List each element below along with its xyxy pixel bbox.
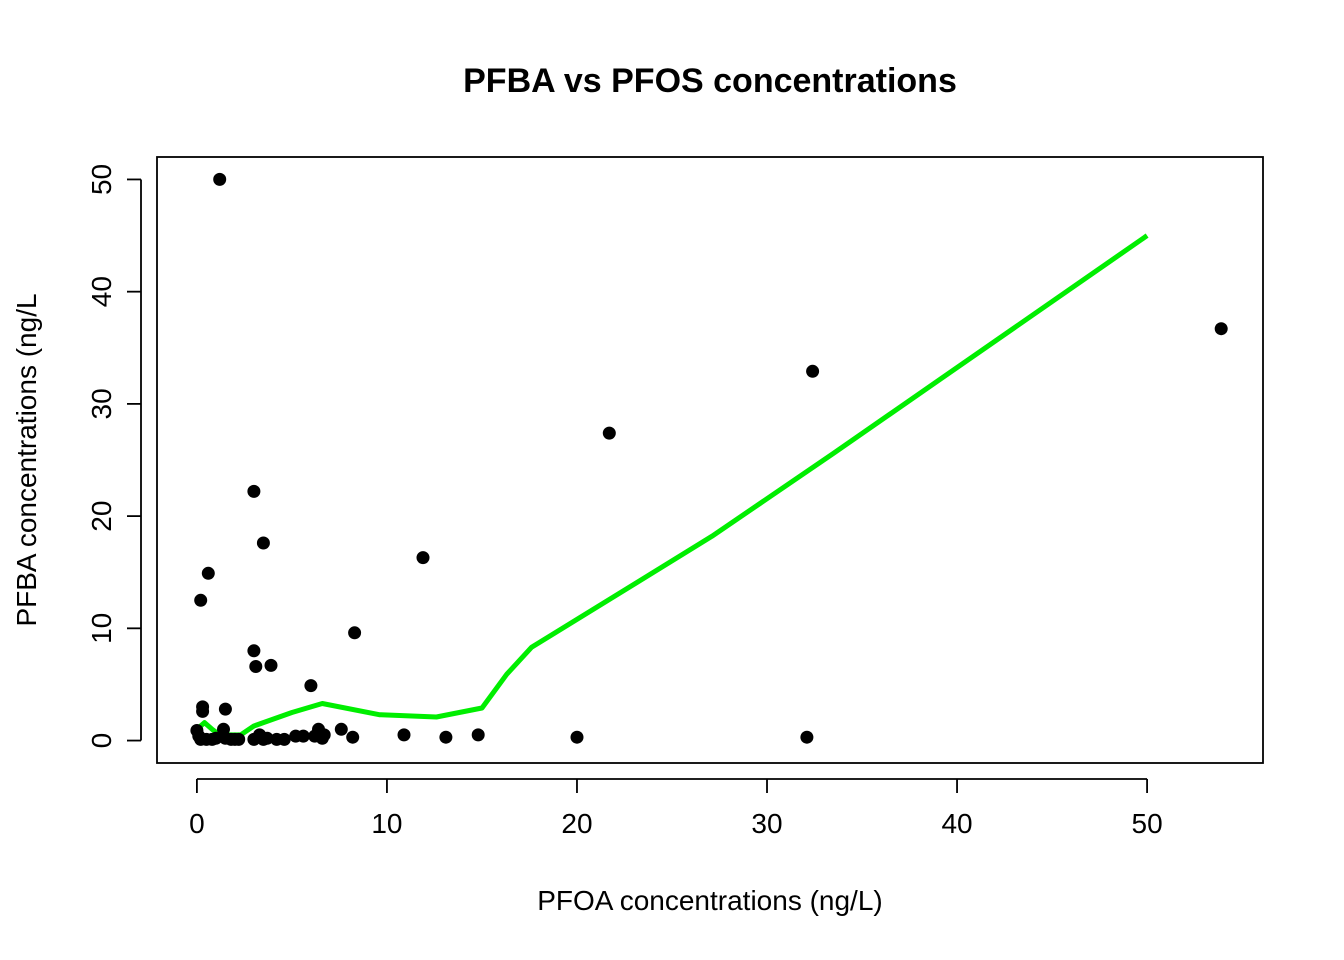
data-point [602,426,616,440]
data-point [296,729,310,743]
data-point [806,364,820,378]
data-point [471,728,485,742]
y-axis-label: PFBA concentrations (ng/L [11,293,42,626]
data-point [346,730,360,744]
data-point [201,566,215,580]
data-point [247,644,261,658]
data-point [317,728,331,742]
series-layer [190,172,1228,746]
data-point [800,730,814,744]
data-point [256,536,270,550]
data-point [249,660,263,673]
x-tick-label: 0 [189,808,205,839]
y-axis: 0 10 20 30 40 50 [86,164,142,749]
smooth-line [195,233,1149,738]
data-point [209,731,223,745]
data-point [570,730,584,744]
data-point [277,732,291,746]
data-point [348,626,362,640]
x-tick-label: 50 [1132,808,1163,839]
x-axis-label: PFOA concentrations (ng/L) [537,885,883,916]
data-point [247,484,261,498]
y-tick-label: 40 [86,276,117,307]
data-point [334,722,348,736]
x-tick-label: 10 [371,808,402,839]
data-point [416,551,430,565]
x-tick-label: 40 [941,808,972,839]
data-point [232,732,246,746]
plot-frame [156,156,1264,764]
x-tick-label: 20 [561,808,592,839]
y-tick-label: 30 [86,388,117,419]
data-point [439,730,453,744]
data-point [260,731,274,745]
x-axis: 0 10 20 30 40 50 [189,778,1163,839]
data-point [264,658,278,672]
data-point [397,728,411,742]
data-point [196,704,210,718]
data-point [213,172,227,186]
y-tick-label: 0 [86,733,117,749]
chart-title: PFBA vs PFOS concentrations [463,62,957,100]
x-tick-label: 30 [751,808,782,839]
data-point [194,593,208,607]
data-point [218,702,232,716]
data-point [304,679,318,693]
y-tick-label: 20 [86,501,117,532]
data-point [1214,322,1228,336]
y-tick-label: 10 [86,613,117,644]
y-tick-label: 50 [86,164,117,195]
